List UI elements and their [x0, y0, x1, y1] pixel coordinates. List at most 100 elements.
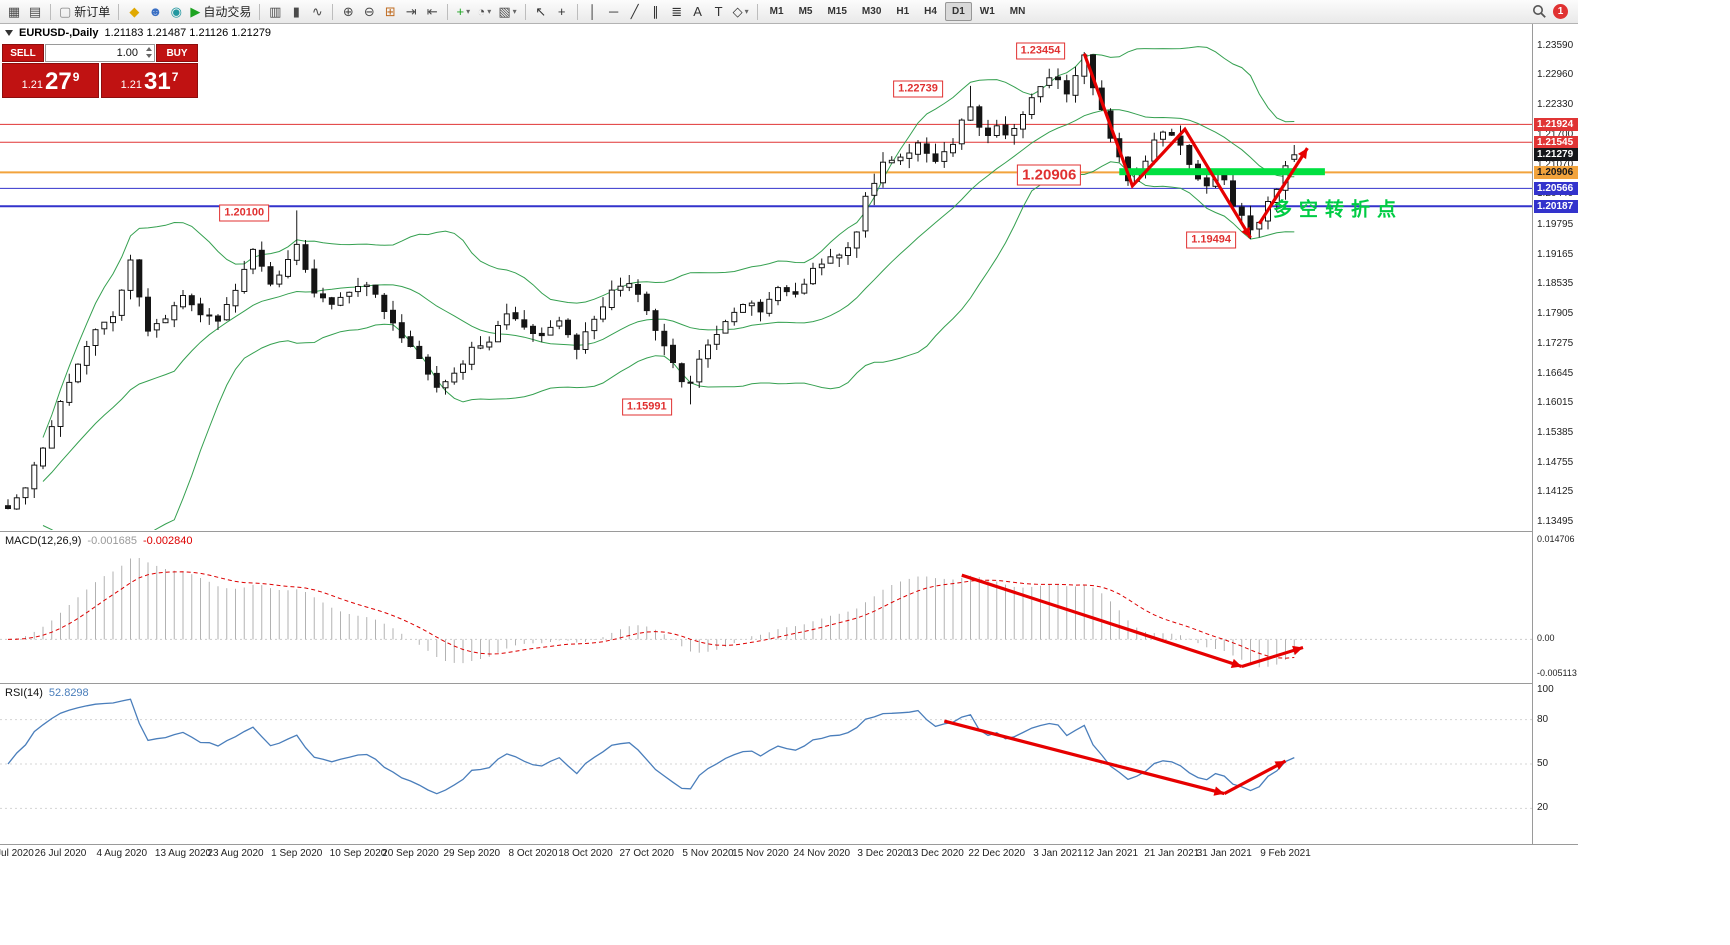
horizontal-line-tool-icon: ─	[609, 3, 619, 19]
timeframe-button-m15[interactable]: M15	[827, 6, 847, 17]
panel-separator[interactable]	[0, 683, 1578, 684]
new-order-button-label: 新订单	[74, 5, 111, 19]
label-tool-button[interactable]: T	[709, 2, 729, 22]
rsi-panel[interactable]	[0, 684, 1532, 844]
chart-profiles-button[interactable]: ▤	[25, 2, 45, 22]
timeframe-button-mn[interactable]: MN	[1009, 6, 1026, 17]
timeframe-button-w1[interactable]: W1	[979, 6, 995, 17]
timeframe-button-d1[interactable]: D1	[944, 2, 972, 21]
macd-panel[interactable]	[0, 532, 1532, 682]
trend-arrow[interactable]	[1257, 147, 1309, 225]
price-callout-label[interactable]: 1.19494	[1186, 231, 1237, 249]
price-tag: 1.20187	[1534, 199, 1578, 213]
tile-windows-button[interactable]: ⊞	[380, 2, 400, 22]
price-axis-label: 1.15385	[1537, 427, 1574, 438]
trend-arrow[interactable]	[1241, 645, 1304, 669]
accounts-icon-icon: ☻	[148, 3, 163, 19]
chart-shift-button[interactable]: ⇤	[422, 2, 442, 22]
timeframe-button-m5[interactable]: M5	[798, 6, 813, 17]
notifications-badge[interactable]: 1	[1553, 4, 1568, 19]
auto-scroll-button[interactable]: ⇥	[401, 2, 421, 22]
line-chart-mode-button[interactable]: ∿	[307, 2, 327, 22]
buy-button[interactable]: BUY	[156, 44, 198, 62]
time-axis-label: 9 Feb 2021	[1260, 848, 1311, 859]
lot-spinner[interactable]	[146, 47, 152, 58]
bollinger-middle-band	[42, 109, 1295, 482]
time-axis-label: 3 Dec 2020	[857, 848, 909, 859]
periods-button[interactable]: ◔ ▾	[474, 2, 494, 22]
timeframe-button-h4[interactable]: H4	[924, 6, 937, 17]
chart-menu-icon[interactable]	[5, 30, 13, 36]
toolbar-separator	[332, 3, 334, 20]
lot-spinner-down-icon[interactable]	[146, 54, 152, 58]
chart-window[interactable]: 1.23454 1.22739 1.20906 1.20100 1.15991 1.194…	[0, 24, 1578, 866]
bollinger-lower-band	[42, 161, 1295, 530]
text-tool-button[interactable]: A	[688, 2, 708, 22]
sell-price-panel[interactable]: 1.21 27 9	[2, 63, 99, 98]
trend-arrow[interactable]	[961, 573, 1243, 669]
timeframe-button-h1[interactable]: H1	[896, 6, 910, 17]
indicators-button[interactable]: + ▾	[453, 2, 473, 22]
autotrading-button[interactable]: ▶ 自动交易	[187, 2, 254, 22]
shapes-tool-button[interactable]: ◇ ▾	[730, 2, 752, 22]
sell-price-big: 27	[45, 68, 72, 95]
zoom-out-button[interactable]: ⊖	[359, 2, 379, 22]
sell-button[interactable]: SELL	[2, 44, 44, 62]
symbol-timeframe-label: EURUSD-,Daily	[19, 27, 99, 39]
price-tag: 1.21545	[1534, 135, 1578, 149]
trend-arrow[interactable]	[1082, 53, 1252, 239]
vertical-line-tool-button[interactable]: │	[583, 2, 603, 22]
channel-tool-button[interactable]: ∥	[646, 2, 666, 22]
horizontal-line-tool-button[interactable]: ─	[604, 2, 624, 22]
panel-separator[interactable]	[0, 531, 1578, 532]
new-chart-button[interactable]: ▦	[4, 2, 24, 22]
macd-signal-line	[7, 571, 1295, 659]
chart-profiles-icon: ▤	[28, 3, 42, 19]
price-axis[interactable]: 1.235901.229601.223301.217001.210701.204…	[1532, 24, 1578, 844]
buy-price-pip: 7	[171, 70, 179, 84]
candlestick-mode-button[interactable]: ▮	[286, 2, 306, 22]
macd-axis-label: 0.014706	[1537, 534, 1575, 544]
rsi-value: 52.8298	[48, 687, 89, 699]
time-axis-label: 26 Jul 2020	[34, 848, 87, 859]
trend-arrow[interactable]	[943, 719, 1225, 796]
trend-arrow-head	[1213, 786, 1225, 796]
support-zone-line[interactable]	[1119, 168, 1325, 176]
price-callout-label[interactable]: 1.22739	[893, 80, 943, 98]
time-axis-label: 8 Oct 2020	[508, 848, 558, 859]
price-axis-label: 1.21700	[1537, 128, 1574, 140]
price-callout-label[interactable]: 1.15991	[621, 398, 672, 416]
new-order-button[interactable]: ▢ 新订单	[56, 2, 113, 22]
bar-chart-mode-button[interactable]: ▥	[265, 2, 285, 22]
crosshair-tool-button[interactable]: +	[552, 2, 572, 22]
zoom-in-button[interactable]: ⊕	[338, 2, 358, 22]
timeframe-button-m1[interactable]: M1	[769, 6, 784, 17]
cursor-tool-button[interactable]: ↖	[531, 2, 551, 22]
buy-price-panel[interactable]: 1.21 31 7	[101, 63, 198, 98]
news-icon[interactable]: ◉	[166, 2, 186, 22]
timeframe-button-m30[interactable]: M30	[861, 6, 882, 17]
lot-size-input[interactable]: 1.00	[45, 44, 155, 62]
accounts-icon[interactable]: ☻	[145, 2, 165, 22]
price-callout-label[interactable]: 1.20906	[1017, 164, 1082, 186]
search-button[interactable]	[1529, 2, 1550, 22]
lot-spinner-up-icon[interactable]	[146, 47, 152, 51]
dropdown-caret-icon: ▾	[466, 7, 471, 16]
one-click-trading-widget: SELL 1.00 BUY 1.21 27 9 1.21	[2, 44, 198, 98]
trendline-tool-button[interactable]: ╱	[625, 2, 645, 22]
mql5-icon[interactable]: ◆	[124, 2, 144, 22]
turning-point-annotation[interactable]: 多空转折点	[1272, 199, 1404, 221]
fibonacci-tool-button[interactable]: ≣	[667, 2, 687, 22]
price-callout-label[interactable]: 1.23454	[1015, 42, 1066, 60]
main-chart[interactable]	[0, 24, 1532, 530]
time-axis-label: 24 Nov 2020	[793, 848, 851, 859]
time-axis-label: 12 Jan 2021	[1082, 848, 1139, 859]
toolbar-separator	[524, 3, 526, 20]
trend-arrow-head	[1230, 658, 1242, 668]
trend-arrow[interactable]	[1223, 759, 1287, 796]
price-callout-label[interactable]: 1.20100	[219, 204, 270, 222]
templates-button[interactable]: ▧ ▾	[495, 2, 519, 22]
vertical-line-tool-icon: │	[588, 3, 597, 19]
time-axis-label: 4 Aug 2020	[96, 848, 148, 859]
